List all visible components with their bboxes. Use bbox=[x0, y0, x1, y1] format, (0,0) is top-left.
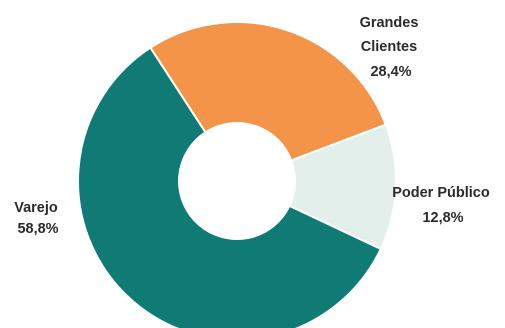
slice-varejo bbox=[77, 46, 383, 328]
slice-label-poder-publico: Poder Público 12,8% bbox=[392, 185, 494, 226]
slice-grandes-clientes bbox=[149, 21, 387, 162]
slice-label-varejo-name: Varejo bbox=[14, 200, 58, 216]
slice-label-varejo-value: 58,8% bbox=[17, 221, 58, 237]
slice-label-grandes-clientes-value: 28,4% bbox=[370, 64, 411, 80]
labels-group: Varejo 58,8% Grandes Clientes 28,4% Pode… bbox=[14, 15, 494, 237]
slices-group bbox=[77, 21, 397, 328]
slice-label-grandes-clientes: Grandes Clientes 28,4% bbox=[360, 15, 423, 80]
slice-label-poder-publico-value: 12,8% bbox=[422, 210, 463, 226]
slice-label-grandes-clientes-name-1: Grandes bbox=[360, 15, 419, 31]
slice-label-varejo: Varejo 58,8% bbox=[14, 200, 62, 237]
slice-label-grandes-clientes-name-2: Clientes bbox=[361, 39, 417, 55]
slice-label-poder-publico-name: Poder Público bbox=[392, 185, 490, 201]
